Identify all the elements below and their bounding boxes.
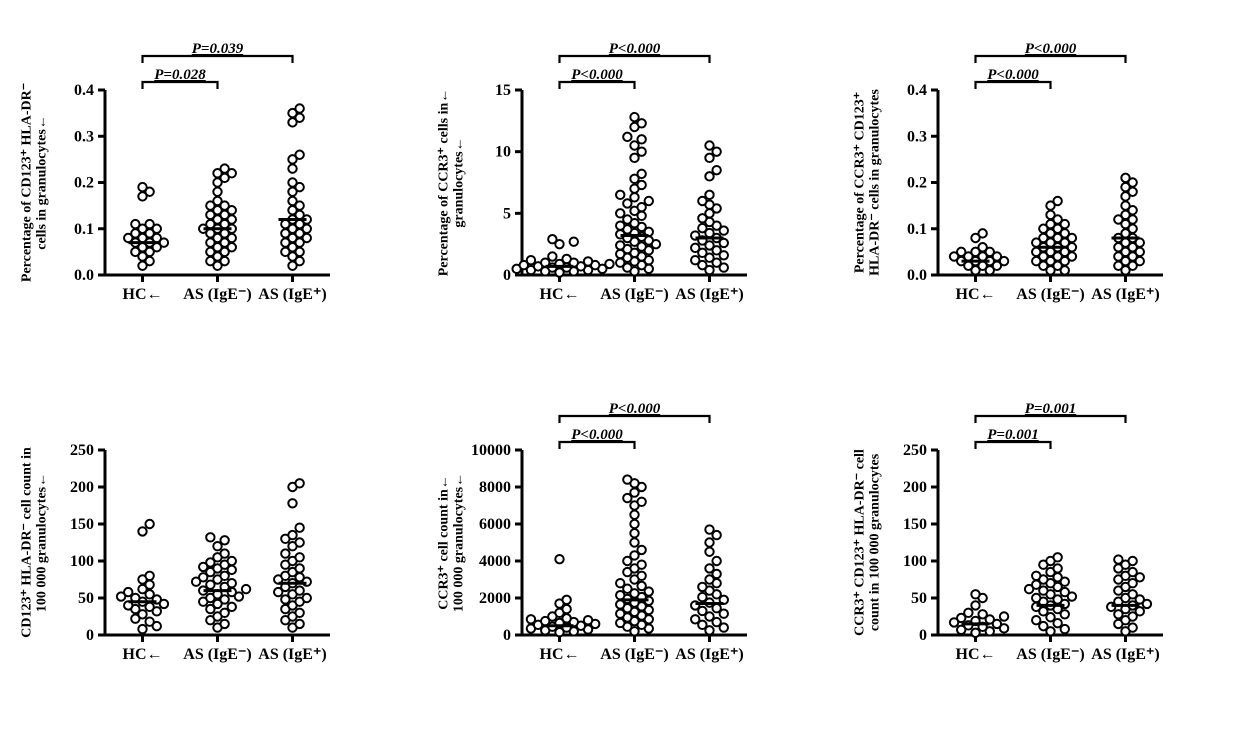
svg-text:150: 150	[903, 516, 927, 533]
chart-panel: 0 50 100 150 200 250 HC← AS (IgE⁻) AS (IgE⁺) CD12…	[20, 380, 360, 710]
svg-text:8000: 8000	[479, 479, 511, 496]
svg-text:HC←: HC←	[123, 286, 163, 303]
svg-text:Percentage of CD123⁺ HLA-DR⁻ce: Percentage of CD123⁺ HLA-DR⁻cells in gra…	[20, 83, 50, 282]
svg-text:200: 200	[903, 479, 927, 496]
svg-text:50: 50	[911, 590, 927, 607]
svg-text:AS (IgE⁻): AS (IgE⁻)	[183, 286, 251, 303]
svg-text:P<0.000: P<0.000	[571, 67, 623, 83]
svg-text:CD123⁺ HLA-DR⁻ cell count in10: CD123⁺ HLA-DR⁻ cell count in100 000 gran…	[20, 447, 50, 638]
chart-panel: 0.0 0.1 0.2 0.3 0.4 HC← AS (IgE⁻) AS (IgE⁺) Perc…	[20, 20, 360, 350]
svg-text:0.3: 0.3	[907, 128, 927, 145]
chart-panel: 0 50 100 150 200 250 HC← AS (IgE⁻) AS (IgE⁺) CCR3…	[853, 380, 1193, 710]
scatter-grid: 0.0 0.1 0.2 0.3 0.4 HC← AS (IgE⁻) AS (IgE⁺) Perc…	[20, 20, 1220, 710]
svg-text:AS (IgE⁺): AS (IgE⁺)	[258, 646, 326, 663]
chart-panel: 0 5 10 15 HC← AS (IgE⁻) AS (IgE⁺) Percentage of…	[437, 20, 777, 350]
svg-text:10: 10	[495, 144, 511, 161]
svg-text:P=0.001: P=0.001	[988, 427, 1039, 443]
svg-text:50: 50	[78, 590, 94, 607]
svg-text:P<0.000: P<0.000	[608, 41, 660, 57]
svg-text:6000: 6000	[479, 516, 511, 533]
svg-text:0.1: 0.1	[74, 221, 94, 238]
svg-text:HC←: HC←	[539, 286, 579, 303]
svg-text:4000: 4000	[479, 553, 511, 570]
svg-text:P<0.000: P<0.000	[1025, 41, 1077, 57]
svg-text:0.4: 0.4	[74, 82, 94, 99]
svg-text:200: 200	[70, 479, 94, 496]
svg-text:0: 0	[86, 627, 94, 644]
svg-text:HC←: HC←	[123, 646, 163, 663]
svg-text:0.2: 0.2	[74, 175, 94, 192]
chart-panel: 0 2000 4000 6000 8000 10000 HC← AS (IgE⁻) AS (Ig…	[437, 380, 777, 710]
svg-text:0.3: 0.3	[74, 128, 94, 145]
svg-text:0: 0	[503, 267, 511, 284]
svg-text:AS (IgE⁺): AS (IgE⁺)	[675, 286, 743, 303]
svg-text:5: 5	[503, 205, 511, 222]
svg-text:HC←: HC←	[956, 286, 996, 303]
svg-text:HC←: HC←	[956, 646, 996, 663]
svg-text:AS (IgE⁻): AS (IgE⁻)	[183, 646, 251, 663]
svg-text:10000: 10000	[471, 442, 511, 459]
svg-text:AS (IgE⁻): AS (IgE⁻)	[1017, 286, 1085, 303]
svg-text:15: 15	[495, 82, 511, 99]
svg-text:0.0: 0.0	[74, 267, 94, 284]
svg-text:150: 150	[70, 516, 94, 533]
svg-text:CCR3⁺ CD123⁺ HLA-DR⁻ cellcount: CCR3⁺ CD123⁺ HLA-DR⁻ cellcount in 100 00…	[853, 449, 883, 636]
svg-text:AS (IgE⁻): AS (IgE⁻)	[600, 646, 668, 663]
svg-text:AS (IgE⁺): AS (IgE⁺)	[258, 286, 326, 303]
svg-text:AS (IgE⁻): AS (IgE⁻)	[600, 286, 668, 303]
svg-text:0.0: 0.0	[907, 267, 927, 284]
svg-text:Percentage of CCR3⁺ CD123⁺HLA-: Percentage of CCR3⁺ CD123⁺HLA-DR⁻ cells …	[853, 89, 883, 276]
svg-text:2000: 2000	[479, 590, 511, 607]
svg-text:0.2: 0.2	[907, 175, 927, 192]
svg-text:Percentage of CCR3⁺ cells in←g: Percentage of CCR3⁺ cells in←granulocyte…	[437, 89, 467, 277]
svg-text:P<0.000: P<0.000	[608, 401, 660, 417]
svg-text:HC←: HC←	[539, 646, 579, 663]
svg-text:100: 100	[903, 553, 927, 570]
svg-text:AS (IgE⁺): AS (IgE⁺)	[1092, 286, 1160, 303]
svg-text:250: 250	[903, 442, 927, 459]
svg-text:100: 100	[70, 553, 94, 570]
svg-text:0: 0	[503, 627, 511, 644]
svg-text:P=0.001: P=0.001	[1025, 401, 1076, 417]
svg-text:P=0.028: P=0.028	[154, 67, 206, 83]
svg-text:250: 250	[70, 442, 94, 459]
svg-text:CCR3⁺ cell count in←100 000 gr: CCR3⁺ cell count in←100 000 granulocytes…	[437, 473, 467, 612]
svg-text:0.1: 0.1	[907, 221, 927, 238]
svg-text:AS (IgE⁺): AS (IgE⁺)	[675, 646, 743, 663]
svg-text:P=0.039: P=0.039	[192, 41, 244, 57]
svg-text:0.4: 0.4	[907, 82, 927, 99]
svg-text:AS (IgE⁻): AS (IgE⁻)	[1017, 646, 1085, 663]
svg-text:AS (IgE⁺): AS (IgE⁺)	[1092, 646, 1160, 663]
svg-text:0: 0	[919, 627, 927, 644]
svg-text:P<0.000: P<0.000	[988, 67, 1040, 83]
svg-text:P<0.000: P<0.000	[571, 427, 623, 443]
chart-panel: 0.0 0.1 0.2 0.3 0.4 HC← AS (IgE⁻) AS (IgE⁺) Perc…	[853, 20, 1193, 350]
